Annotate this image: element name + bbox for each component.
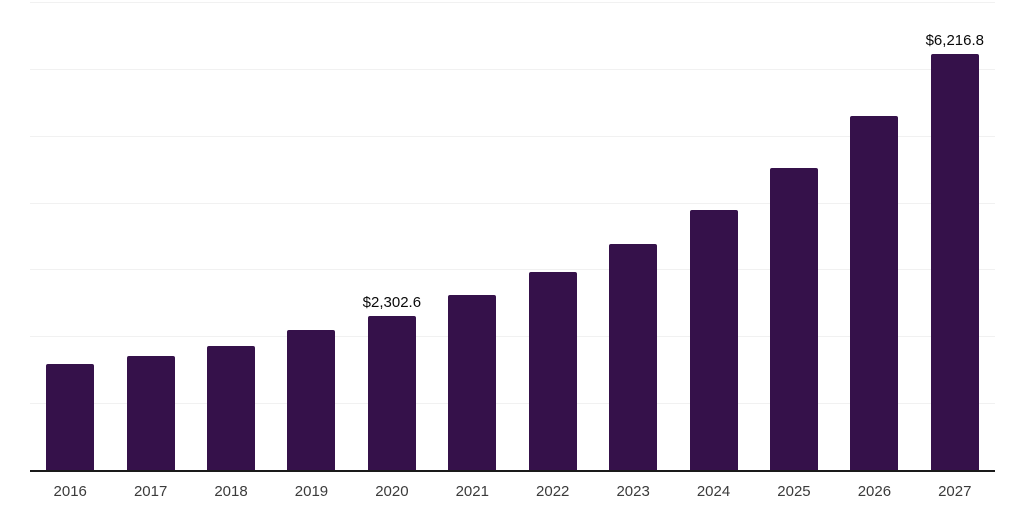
x-tick-label-2021: 2021	[455, 483, 489, 500]
x-tick-label-2016: 2016	[53, 483, 87, 500]
x-tick-label-2026: 2026	[857, 483, 892, 500]
x-tick-label-2025: 2025	[777, 483, 811, 500]
bar-2022	[528, 272, 577, 470]
x-tick-label-2027: 2027	[938, 483, 972, 500]
x-axis-labels: 2016 2017 2018 2019 2020 2021 2022 2023 2024 2025…	[30, 484, 995, 506]
gridline-2000	[30, 336, 995, 338]
gridline-5000	[30, 135, 995, 137]
value-label-2027: $6,216.8	[925, 32, 984, 50]
x-tick-label-2023: 2023	[616, 483, 650, 500]
bar-2016	[46, 363, 95, 470]
gridline-7000	[30, 2, 995, 3]
gridline-1000	[30, 403, 995, 405]
bar-2026	[850, 116, 899, 470]
gridline-4000	[30, 202, 995, 204]
x-tick-label-2018: 2018	[214, 483, 248, 500]
x-tick-label-2020: 2020	[375, 483, 409, 500]
bar-2019	[287, 329, 336, 470]
gridline-6000	[30, 68, 995, 70]
plot-area: $2,302.6 $6,216.8	[30, 2, 995, 472]
gridline-3000	[30, 269, 995, 271]
bar-2018	[207, 345, 256, 470]
value-label-2020: $2,302.6	[362, 294, 422, 312]
bar-2020	[367, 316, 416, 470]
bar-2025	[769, 168, 818, 470]
x-tick-label-2022: 2022	[536, 483, 570, 500]
bar-2021	[448, 295, 497, 470]
x-tick-label-2017: 2017	[133, 483, 168, 500]
bar-2023	[609, 244, 658, 470]
bar-2017	[126, 356, 175, 470]
x-tick-label-2024: 2024	[696, 483, 731, 500]
bar-2027	[930, 54, 979, 470]
x-tick-label-2019: 2019	[294, 483, 329, 500]
bar-2024	[689, 209, 738, 470]
